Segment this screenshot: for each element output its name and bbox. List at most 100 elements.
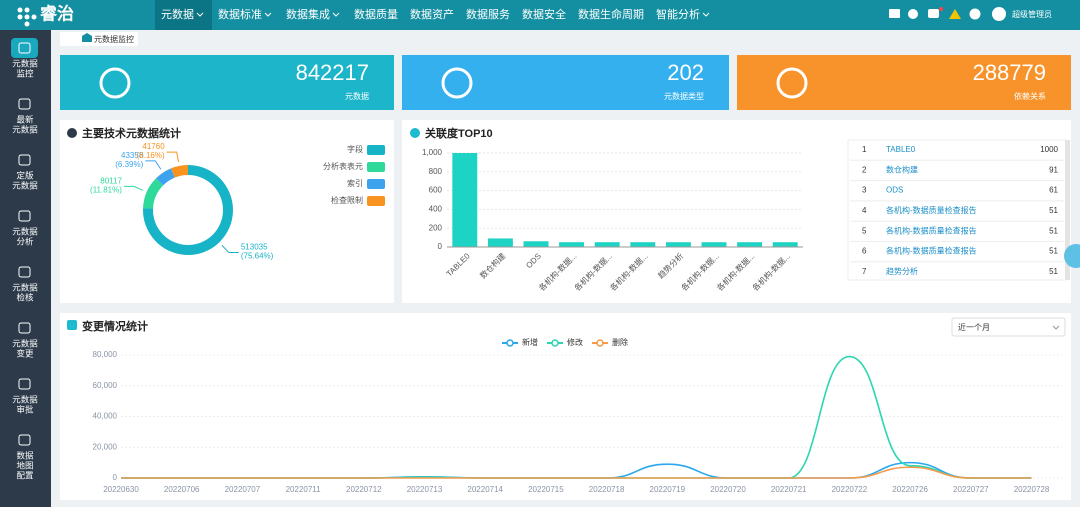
- nav-arrow: [196, 12, 204, 17]
- legend-label: 字段: [347, 144, 363, 154]
- nav-item[interactable]: 数据集成: [286, 7, 330, 21]
- sidebar-item[interactable]: 数据: [16, 450, 34, 460]
- sidebar-item[interactable]: 元数据: [12, 226, 38, 236]
- sidebar-item[interactable]: 监控: [16, 68, 34, 78]
- nav-item[interactable]: 数据服务: [466, 7, 510, 21]
- select-arrow: [1052, 325, 1060, 330]
- y-tick-label: 40,000: [93, 412, 118, 421]
- sidebar-item[interactable]: 元数据: [12, 58, 38, 68]
- sidebar-icon: [18, 210, 31, 222]
- panel-icon: [67, 128, 77, 138]
- range-select-label: 近一个月: [958, 322, 990, 332]
- tab-label: 元数据监控: [94, 34, 134, 44]
- y-tick-label: 0: [113, 473, 118, 482]
- bar: [523, 241, 549, 247]
- x-tick-label: 20220726: [892, 485, 928, 494]
- pie-value-label: 80117: [100, 177, 122, 186]
- table-name[interactable]: 各机构-数据质量检查报告: [886, 246, 977, 256]
- pie-percent-label: (11.81%): [90, 186, 122, 195]
- sidebar-icon: [18, 322, 31, 334]
- bar: [559, 242, 585, 247]
- panel-icon: [410, 128, 420, 138]
- x-tick-label: 20220706: [164, 485, 200, 494]
- sidebar-item[interactable]: 元数据: [12, 394, 38, 404]
- pie-value-label: 43358: [121, 151, 144, 160]
- nav-item[interactable]: 元数据: [161, 7, 194, 21]
- bar: [701, 242, 727, 247]
- y-tick-label: 1,000: [422, 148, 443, 157]
- sidebar-item[interactable]: 定版: [16, 170, 34, 180]
- pie-leader: [123, 185, 144, 191]
- sidebar-item[interactable]: 元数据: [12, 124, 38, 134]
- y-tick-label: 0: [438, 242, 443, 251]
- pie-leader: [145, 160, 162, 170]
- sidebar-icon: [18, 42, 31, 54]
- nav-item[interactable]: 智能分析: [656, 7, 700, 21]
- range-select[interactable]: [951, 317, 1066, 337]
- sidebar-item[interactable]: 元数据: [12, 282, 38, 292]
- sidebar-item[interactable]: 审批: [16, 404, 34, 414]
- sidebar-item[interactable]: 最新: [16, 114, 34, 124]
- x-tick-label: 20220711: [286, 485, 322, 494]
- x-tick-label: 20220707: [225, 485, 261, 494]
- x-tick-label: 20220713: [407, 485, 443, 494]
- tab[interactable]: [60, 32, 138, 46]
- sidebar-item[interactable]: 元数据: [12, 338, 38, 348]
- x-tick-label: 20220728: [1014, 485, 1050, 494]
- nav-item[interactable]: 数据资产: [410, 7, 454, 21]
- legend-swatch: [367, 196, 385, 206]
- pie-value-label: 41760: [142, 142, 165, 151]
- home-icon: [82, 33, 92, 42]
- x-tick-label: 20220721: [771, 485, 807, 494]
- y-tick-label: 800: [429, 167, 443, 176]
- sidebar-item[interactable]: 配置: [16, 470, 34, 480]
- pie-slice: [143, 178, 164, 209]
- user-name[interactable]: 超级管理员: [1012, 9, 1052, 19]
- nav-arrow: [702, 12, 710, 17]
- legend-label[interactable]: 新增: [522, 337, 538, 347]
- nav-item[interactable]: 数据生命周期: [578, 7, 644, 21]
- sidebar-icon: [18, 378, 31, 390]
- legend-swatch: [367, 145, 385, 155]
- x-tick-label: 20220727: [953, 485, 989, 494]
- sidebar-item[interactable]: 地图: [16, 460, 33, 470]
- table-name[interactable]: 各机构-数据质量检查报告: [886, 225, 977, 235]
- sidebar-item[interactable]: 检核: [16, 292, 34, 302]
- table-rank: 6: [862, 247, 867, 256]
- bar: [452, 153, 478, 247]
- y-tick-label: 20,000: [93, 442, 118, 451]
- nav-item[interactable]: 数据安全: [522, 7, 566, 21]
- nav-item[interactable]: 数据标准: [218, 7, 262, 21]
- legend-marker: [506, 339, 514, 347]
- bar: [772, 242, 798, 247]
- sidebar-item[interactable]: 变更: [16, 348, 34, 358]
- nav-active: [155, 0, 212, 30]
- legend-marker: [596, 339, 604, 347]
- table-name[interactable]: ODS: [886, 186, 903, 195]
- pie-leader: [166, 151, 180, 163]
- line-series: [121, 466, 1032, 479]
- sidebar-item[interactable]: 分析: [16, 236, 34, 246]
- nav-item[interactable]: 数据质量: [354, 7, 398, 21]
- assistant-icon[interactable]: [1064, 244, 1080, 268]
- panel-title: 主要技术元数据统计: [82, 126, 181, 140]
- nav-arrow: [264, 12, 272, 17]
- sidebar-item[interactable]: 元数据: [12, 180, 38, 190]
- legend-label[interactable]: 修改: [567, 337, 583, 347]
- table-value: 61: [1049, 186, 1058, 195]
- y-tick-label: 60,000: [93, 381, 118, 390]
- table-name[interactable]: 趋势分析: [886, 266, 918, 276]
- table-value: 51: [1049, 267, 1058, 276]
- table-name[interactable]: 各机构-数据质量检查报告: [886, 205, 977, 215]
- legend-label[interactable]: 删除: [612, 337, 628, 347]
- table-value: 1000: [1040, 145, 1058, 154]
- stat-icon: [441, 67, 473, 99]
- table-name[interactable]: TABLE0: [886, 145, 916, 154]
- x-tick-label: 20220720: [710, 485, 746, 494]
- bar: [737, 242, 763, 247]
- table-value: 51: [1049, 247, 1058, 256]
- nav-arrow: [332, 12, 340, 17]
- stat-label: 元数据: [345, 91, 369, 101]
- pie-slice: [171, 165, 188, 178]
- table-name[interactable]: 数仓构建: [886, 164, 918, 174]
